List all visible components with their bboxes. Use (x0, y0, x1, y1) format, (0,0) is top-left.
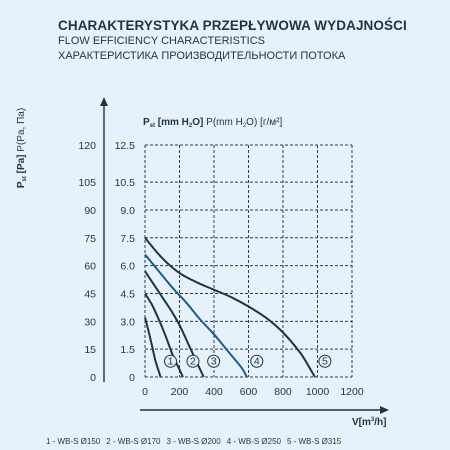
y-tick-pa: 75 (84, 233, 96, 245)
legend: 1 - WB-S Ø150 2 - WB-S Ø170 3 - WB-S Ø200 4… (46, 437, 347, 446)
series-marker-label: 3 (211, 356, 217, 368)
y-tick-pa: 45 (84, 288, 96, 300)
series-marker-label: 4 (254, 356, 260, 368)
y-tick-h2o: 12.5 (115, 140, 136, 152)
y-tick-h2o: 1.5 (120, 344, 135, 356)
y-tick-pa: 60 (84, 261, 96, 273)
chart-axes (100, 97, 389, 414)
y-tick-h2o: 7.5 (120, 233, 135, 245)
legend-item: 3 - WB-S Ø200 (166, 437, 221, 446)
series-marker-label: 1 (168, 356, 174, 368)
y-tick-pa: 0 (90, 372, 96, 384)
y-tick-h2o: 10.5 (115, 177, 136, 189)
x-axis-label: V[m3/h] (352, 417, 386, 428)
legend-item: 4 - WB-S Ø250 (226, 437, 281, 446)
y-tick-labels: 0 15 30 45 60 75 90 105 120 0 1.5 3.0 4.5 6.0 7.5 9.0 10… (78, 140, 135, 384)
x-tick: 600 (240, 386, 258, 398)
series-line-4 (144, 253, 248, 378)
y-tick-h2o: 3.0 (120, 316, 135, 328)
y-axis-arrow (100, 97, 108, 106)
y-tick-h2o: 0 (129, 372, 135, 384)
x-tick-labels: 0 200 400 600 800 1000 1200 (142, 386, 364, 398)
y-tick-pa: 120 (78, 140, 96, 152)
y-tick-pa: 30 (84, 316, 96, 328)
legend-item: 5 - WB-S Ø315 (287, 437, 342, 446)
title-block: CHARAKTERYSTYKA PRZEPŁYWOWA WYDAJNOŚCI F… (58, 18, 407, 65)
title-polish: CHARAKTERYSTYKA PRZEPŁYWOWA WYDAJNOŚCI (58, 18, 407, 33)
series-marker-label: 2 (190, 356, 196, 368)
title-english: FLOW EFFICIENCY CHARACTERISTICS (58, 35, 265, 47)
y-tick-pa: 90 (84, 205, 96, 217)
series-line-1 (144, 317, 162, 378)
y-tick-h2o: 4.5 (120, 288, 135, 300)
series-marker-2 (186, 354, 200, 368)
x-axis-arrow (380, 406, 389, 414)
chart-grid (144, 144, 353, 378)
y-tick-h2o: 6.0 (120, 261, 135, 273)
series-line-5 (144, 237, 316, 378)
x-tick: 0 (142, 386, 148, 398)
x-tick: 200 (171, 386, 189, 398)
chart-series (144, 237, 316, 378)
x-tick: 800 (274, 386, 292, 398)
series-marker-1 (164, 354, 178, 368)
title-russian: ХАРАКТЕРИСТИКА ПРОИЗВОДИТЕЛЬНОСТИ ПОТОКА (58, 50, 346, 62)
series-marker-5 (318, 354, 332, 368)
y-tick-h2o: 9.0 (120, 205, 135, 217)
y-axis-label-h2o: Pst [mm H2O] P(mm H2O) [г/м²] (143, 117, 282, 129)
series-marker-3 (207, 354, 221, 368)
legend-item: 1 - WB-S Ø150 (46, 437, 101, 446)
x-tick: 400 (205, 386, 223, 398)
y-tick-pa: 105 (78, 177, 96, 189)
legend-item: 2 - WB-S Ø170 (106, 437, 161, 446)
series-marker-4 (250, 354, 264, 368)
x-tick: 1000 (306, 386, 330, 398)
x-tick: 1200 (340, 386, 364, 398)
y-tick-pa: 15 (84, 344, 96, 356)
series-line-2 (144, 292, 184, 378)
series-marker-label: 5 (322, 356, 328, 368)
y-axis-label-pa: Pst [Pa] P(Pa, Па) (16, 108, 28, 188)
series-markers: 1 2 3 4 5 (164, 354, 332, 368)
